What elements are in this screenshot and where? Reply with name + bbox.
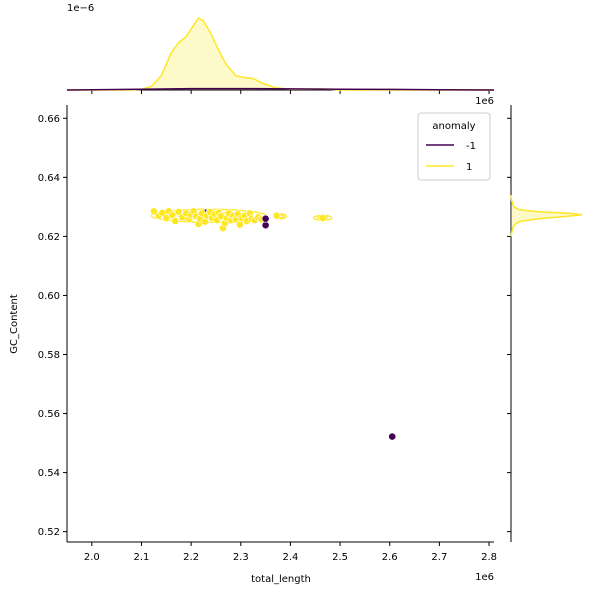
- scatter-point-anomaly-1: [235, 220, 244, 229]
- scatter-point-anomaly-neg1: [388, 432, 397, 441]
- scatter-point-anomaly-1: [171, 217, 180, 225]
- top-marginal-line-1: [67, 16, 494, 91]
- legend: anomaly -1 1: [417, 112, 491, 181]
- right-marginal-fill-1: [511, 195, 582, 237]
- main-scatter-plot: 2.0 2.1 2.2 2.3 2.4 2.5 2.6 2.7 2.8 0.52 0.54 0.56…: [9, 105, 497, 585]
- y-axis-ticks: 0.52 0.54 0.56 0.58 0.60 0.62 0.64 0.66: [38, 114, 67, 538]
- right-marginal-plot: [507, 105, 583, 542]
- top-marginal-fill-1: [67, 18, 494, 90]
- x-tick-label: 2.8: [481, 552, 497, 563]
- x-tick-label: 2.3: [233, 552, 249, 563]
- y-tick-label: 0.52: [38, 527, 60, 538]
- scatter-point-anomaly-1: [272, 211, 281, 220]
- x-tick-label: 2.6: [382, 552, 398, 563]
- y-tick-label: 0.54: [38, 468, 60, 479]
- top-marginal-line--1: [66, 87, 495, 91]
- y-axis-label: GC_Content: [9, 294, 20, 354]
- x-tick-label: 2.5: [332, 552, 348, 563]
- x-axis-offset-label: 1e6: [475, 572, 494, 583]
- top-marginal-plot: [66, 16, 495, 94]
- y-tick-label: 0.64: [38, 173, 60, 184]
- x-tick-label: 2.7: [431, 552, 447, 563]
- right-marginal-offset-label: 1e6: [475, 96, 494, 107]
- legend-label-1: 1: [466, 162, 472, 173]
- x-tick-label: 2.1: [134, 552, 150, 563]
- x-axis-label: total_length: [251, 574, 311, 585]
- scatter-point-anomaly-neg1: [261, 221, 270, 230]
- y-tick-label: 0.56: [38, 409, 60, 420]
- right-marginal-line-1: [510, 195, 583, 237]
- legend-label-neg1: -1: [466, 141, 476, 152]
- y-tick-label: 0.60: [38, 291, 60, 302]
- y-tick-label: 0.58: [38, 350, 60, 361]
- legend-box: [417, 112, 491, 181]
- top-marginal-offset-label: 1e−6: [67, 3, 94, 14]
- x-tick-label: 2.2: [183, 552, 199, 563]
- y-tick-label: 0.62: [38, 232, 60, 243]
- scatter-points: [149, 207, 397, 441]
- y-tick-label: 0.66: [38, 114, 60, 125]
- x-tick-label: 2.4: [282, 552, 298, 563]
- x-axis-ticks: 2.0 2.1 2.2 2.3 2.4 2.5 2.6 2.7 2.8: [84, 542, 497, 563]
- legend-title: anomaly: [432, 121, 475, 132]
- x-tick-label: 2.0: [84, 552, 100, 563]
- scatter-point-anomaly-1: [318, 214, 327, 222]
- scatter-point-anomaly-1: [149, 207, 158, 216]
- scatter-point-anomaly-neg1: [261, 214, 270, 223]
